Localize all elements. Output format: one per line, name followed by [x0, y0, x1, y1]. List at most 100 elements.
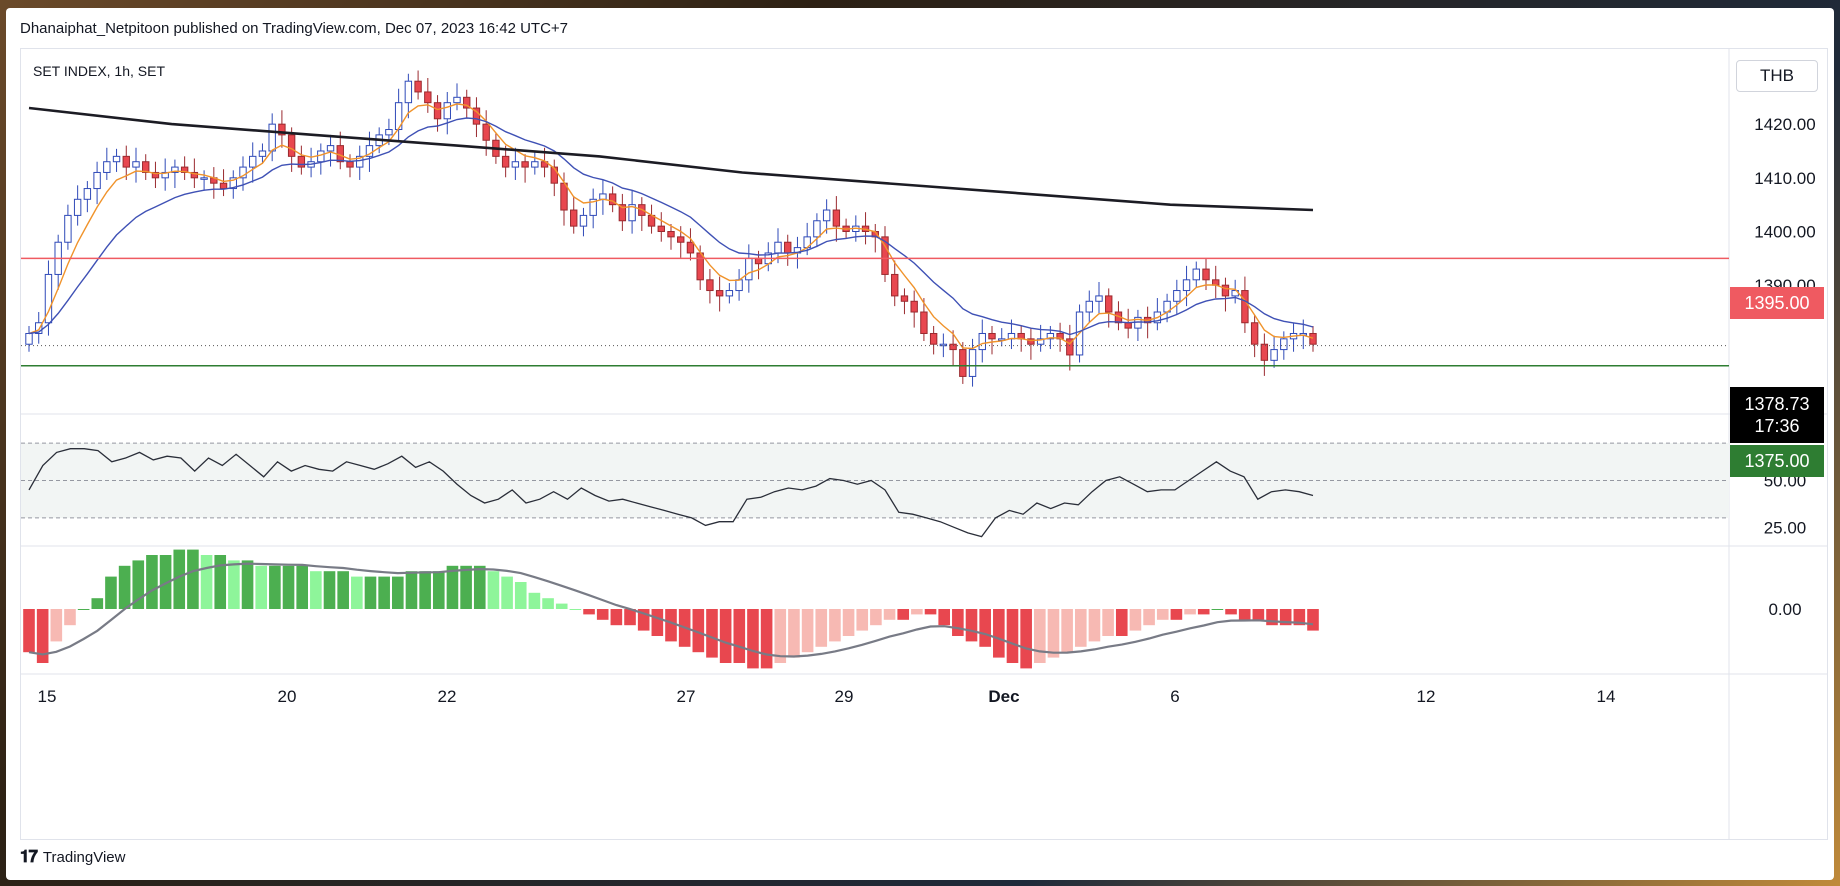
- candle: [239, 166, 247, 179]
- candle: [891, 273, 899, 297]
- histogram-bar: [911, 609, 923, 615]
- histogram-bar: [296, 565, 308, 609]
- histogram-bar: [501, 576, 513, 609]
- histogram-bar: [1197, 609, 1210, 615]
- time-axis-tick-label: 27: [677, 687, 696, 706]
- rsi-line: [28, 448, 1314, 538]
- support-price-label: 1375.00: [1744, 450, 1810, 471]
- histogram-bar: [351, 576, 363, 609]
- candle: [433, 102, 442, 120]
- candle: [297, 155, 306, 168]
- histogram-bar: [105, 576, 117, 609]
- histogram-bar: [77, 609, 90, 610]
- time-axis-tick-label: 6: [1170, 687, 1179, 706]
- histogram-bar: [91, 598, 104, 609]
- candle: [929, 332, 938, 345]
- candle: [754, 257, 763, 265]
- ema-fast-line: [28, 103, 1314, 350]
- histogram-bar: [897, 609, 910, 620]
- candle: [657, 225, 665, 233]
- candle: [618, 204, 627, 222]
- candle: [1241, 290, 1249, 324]
- time-axis-tick-label: 29: [835, 687, 854, 706]
- candle: [385, 129, 393, 136]
- histogram-bar: [1184, 609, 1196, 615]
- candle: [735, 279, 743, 292]
- candle: [579, 214, 588, 227]
- histogram-bar: [1252, 609, 1265, 620]
- chart-canvas[interactable]: SET INDEX, 1h, SET 1420.00 1410.00 1400.00…: [21, 49, 1827, 839]
- candle: [599, 193, 607, 200]
- histogram-bar: [1143, 609, 1155, 626]
- histogram-bar: [323, 571, 336, 609]
- candle: [511, 161, 520, 168]
- candle: [686, 241, 695, 254]
- candle: [706, 279, 714, 292]
- candle: [249, 155, 257, 168]
- currency-selector[interactable]: THB: [1736, 60, 1818, 92]
- candle: [122, 155, 130, 168]
- histogram-bar: [1225, 609, 1237, 615]
- histogram-bar: [200, 555, 213, 609]
- candle: [1066, 338, 1074, 356]
- histogram-bar: [514, 582, 527, 609]
- candle: [73, 198, 82, 216]
- histogram-bar: [487, 571, 500, 609]
- candle: [988, 332, 996, 340]
- candle: [317, 150, 325, 163]
- histogram-bar: [255, 565, 268, 609]
- histogram-bar: [952, 609, 964, 636]
- candle: [142, 161, 150, 173]
- candle: [1250, 322, 1259, 345]
- candle: [472, 107, 481, 125]
- chart-area[interactable]: SET INDEX, 1h, SET 1420.00 1410.00 1400.00…: [20, 48, 1828, 840]
- histogram-bar: [665, 609, 677, 642]
- candle: [326, 145, 335, 152]
- histogram-bar: [173, 549, 186, 609]
- time-axis-tick-label: 14: [1597, 687, 1616, 706]
- histogram-bar: [747, 609, 759, 669]
- histogram-bar: [337, 571, 349, 609]
- histogram-bar: [132, 560, 145, 609]
- candle: [1202, 268, 1210, 281]
- histogram-bar: [965, 609, 978, 642]
- histogram-bar: [637, 609, 650, 631]
- price-axis-tick-label: 1410.00: [1754, 169, 1815, 188]
- histogram-bar: [419, 571, 431, 609]
- time-axis-tick-label: 22: [438, 687, 457, 706]
- candle: [268, 123, 276, 152]
- candle: [1036, 338, 1045, 345]
- candle: [112, 155, 121, 163]
- candle: [404, 80, 413, 104]
- histogram-bar: [1170, 609, 1183, 620]
- candle: [1182, 279, 1191, 292]
- histogram-bar: [50, 609, 63, 642]
- resistance-price-tag: 1395.00: [1730, 287, 1824, 319]
- histogram-bar: [842, 609, 855, 636]
- candle: [968, 349, 977, 377]
- candle: [784, 241, 792, 254]
- histogram-bar: [979, 609, 991, 647]
- price-axis-tick-label: 1400.00: [1754, 223, 1815, 242]
- candle: [501, 155, 510, 168]
- histogram-bar: [815, 609, 828, 647]
- histogram-bar: [1307, 609, 1319, 631]
- candle: [881, 236, 889, 275]
- histogram-bar: [1156, 609, 1169, 620]
- histogram-bar: [1279, 609, 1292, 626]
- histogram-bar: [228, 560, 240, 609]
- candle: [414, 80, 422, 93]
- candle: [1270, 349, 1278, 361]
- candle: [900, 295, 909, 302]
- histogram-bar: [118, 565, 131, 609]
- histogram-bar: [378, 576, 390, 609]
- histogram-bar: [924, 609, 937, 615]
- candle: [200, 177, 208, 180]
- histogram-bar: [1006, 609, 1019, 663]
- candle: [161, 171, 169, 179]
- candle: [25, 332, 33, 345]
- histogram-bar: [801, 609, 814, 653]
- candle: [463, 96, 471, 109]
- candle: [1280, 338, 1288, 351]
- histogram-bar: [883, 609, 896, 620]
